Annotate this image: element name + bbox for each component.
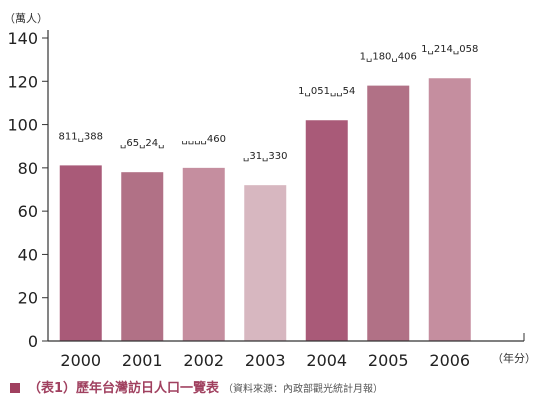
bar [244,185,287,341]
caption-marker-icon [10,383,20,393]
bar-data-label: 811␣388 [58,131,103,142]
bar [121,172,164,341]
x-tick-label: 2000 [60,351,101,370]
y-tick-label: 40 [18,245,38,264]
bar [367,85,410,341]
x-unit-label: （年分） [492,351,536,365]
x-tick-label: 2006 [429,351,470,370]
bar-data-label: 1␣051␣␣54 [298,86,355,97]
y-tick-label: 80 [18,159,38,178]
bar-data-label: ␣31␣330 [243,151,288,162]
caption-source: （資料來源：內政部觀光統計月報） [223,384,384,395]
bar-chart: （萬人） （年分） 0 20 40 60 80 100 120 140 811␣388 2000… [4,12,536,370]
y-tick-label: 140 [7,29,38,48]
caption-title: （表1）歷年台灣訪日人口一覽表 [28,381,220,396]
y-tick-label: 0 [28,332,38,351]
chart-caption: （表1）歷年台灣訪日人口一覽表 （資料來源：內政部觀光統計月報） [10,377,383,397]
x-tick-label: 2005 [368,351,409,370]
x-tick-label: 2002 [183,351,224,370]
x-tick-label: 2004 [306,351,347,370]
bar [428,78,471,341]
y-unit-label: （萬人） [4,12,48,25]
y-tick-label: 100 [7,116,38,135]
x-tick-label: 2003 [245,351,286,370]
bar-data-label: ␣␣␣␣460 [182,134,226,145]
y-tick-label: 120 [7,72,38,91]
bar [305,120,348,341]
bar-data-label: 1␣214␣058 [421,44,478,55]
y-tick-label: 20 [18,289,38,308]
bar [182,167,225,341]
bar-data-label: ␣65␣24␣ [120,138,165,149]
bar-data-label: 1␣180␣406 [360,52,417,63]
y-tick-label: 60 [18,202,38,221]
x-tick-label: 2001 [122,351,163,370]
bar [59,165,102,341]
